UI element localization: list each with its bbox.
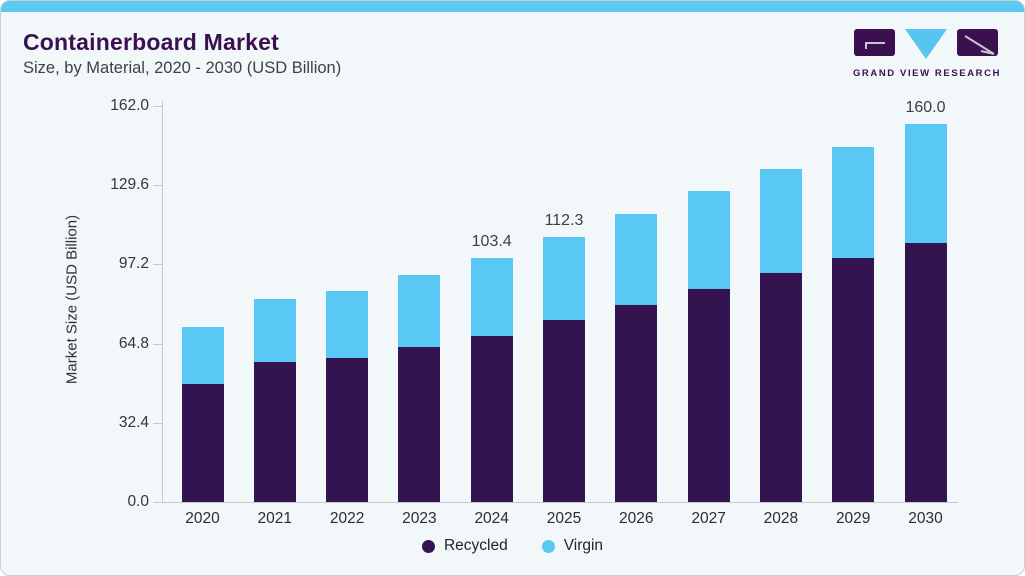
- legend-label: Virgin: [563, 537, 604, 554]
- y-tick-label: 32.4: [118, 413, 149, 431]
- bar-2026-virgin: [615, 214, 658, 305]
- page-subtitle: Size, by Material, 2020 - 2030 (USD Bill…: [23, 59, 342, 77]
- bar-2028-virgin: [759, 169, 802, 273]
- bar-2021-recycled: [253, 362, 296, 502]
- y-tick-label: 162.0: [110, 97, 149, 114]
- bar-2027-recycled: [687, 289, 730, 502]
- bar-2030-virgin: [904, 124, 947, 243]
- bar-2027-virgin: [687, 191, 730, 289]
- x-tick-label: 2027: [691, 510, 726, 527]
- bar-2029-recycled: [832, 258, 875, 502]
- legend-item-virgin: Virgin: [541, 537, 604, 555]
- bar-2024-recycled: [470, 336, 513, 502]
- y-tick-label: 129.6: [110, 176, 149, 194]
- legend-item-recycled: Recycled: [421, 537, 508, 555]
- x-axis-line: [162, 502, 958, 503]
- bar-2022-virgin: [326, 291, 369, 358]
- y-tick-mark: [153, 502, 162, 503]
- y-tick-label: 64.8: [118, 334, 149, 352]
- bar-2023-recycled: [398, 347, 441, 502]
- chart-legend: Recycled Virgin: [1, 537, 1024, 555]
- bar-2023-virgin: [398, 275, 441, 347]
- y-tick-mark: [153, 185, 162, 187]
- y-axis-line: [162, 101, 163, 503]
- gvr-logo-icon: [854, 29, 998, 59]
- x-tick-label: 2030: [908, 510, 943, 527]
- legend-dot-recycled: [421, 539, 435, 553]
- bar-2020-recycled: [181, 384, 224, 502]
- bar-2025-recycled: [543, 320, 585, 502]
- bar-2024-virgin: [470, 258, 513, 336]
- page-title: Containerboard Market: [23, 29, 279, 55]
- y-tick-mark: [153, 343, 162, 345]
- accent-strip: [1, 1, 1024, 12]
- bar-2029-virgin: [832, 147, 875, 258]
- x-tick-label: 2028: [763, 510, 799, 527]
- y-tick-mark: [153, 106, 162, 107]
- legend-dot-virgin: [541, 539, 555, 553]
- bar-2020-virgin: [181, 327, 224, 384]
- legend-label: Recycled: [443, 537, 508, 554]
- y-tick-label: 0.0: [127, 493, 149, 510]
- total-label-2030: 160.0: [905, 99, 946, 116]
- y-axis-title: Market Size (USD Billion): [63, 214, 81, 385]
- y-tick-label: 97.2: [118, 255, 149, 273]
- bar-2028-recycled: [759, 273, 802, 502]
- bar-2021-virgin: [253, 299, 296, 362]
- gvr-logo-text: GRAND VIEW RESEARCH: [852, 68, 1002, 79]
- x-tick-label: 2022: [329, 510, 365, 527]
- bar-2022-recycled: [326, 358, 369, 502]
- total-label-2024: 103.4: [471, 233, 512, 250]
- x-tick-label: 2025: [546, 510, 582, 527]
- bar-2025-virgin: [543, 237, 585, 320]
- x-tick-label: 2024: [474, 510, 509, 527]
- total-label-2025: 112.3: [544, 212, 584, 229]
- y-tick-mark: [153, 264, 162, 266]
- x-tick-label: 2029: [835, 510, 871, 527]
- x-tick-label: 2021: [257, 510, 293, 527]
- x-tick-label: 2023: [402, 510, 437, 527]
- x-tick-label: 2026: [619, 510, 654, 527]
- bar-2026-recycled: [615, 305, 658, 502]
- gvr-logo: GRAND VIEW RESEARCH: [852, 27, 1002, 79]
- x-tick-label: 2020: [185, 510, 220, 527]
- y-tick-mark: [153, 422, 162, 424]
- bar-2030-recycled: [904, 243, 947, 502]
